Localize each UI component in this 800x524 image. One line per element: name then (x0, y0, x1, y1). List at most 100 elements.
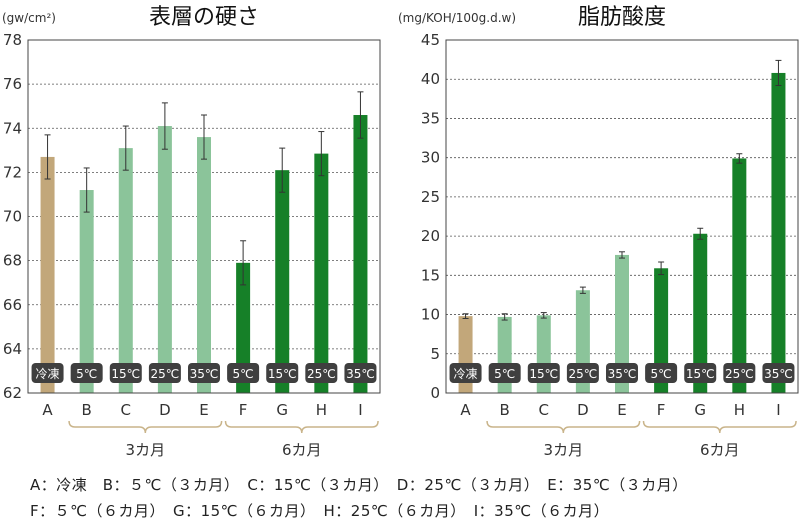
bar-label: 25℃ (307, 367, 336, 381)
bar-label: 5℃ (651, 367, 672, 381)
bar-label: 5℃ (494, 367, 515, 381)
bar-label-box (70, 363, 103, 383)
x-tick-label: G (276, 401, 288, 419)
bar-G (693, 233, 708, 393)
charts-canvas: 表層の硬さ (gw/cm²) 62 64 66 68 70 72 74 76 78 冷凍 A 5℃ B 15℃… (2, 5, 799, 459)
x-tick-label: B (82, 401, 92, 419)
y-unit-label: (gw/cm²) (2, 11, 56, 25)
bar-label-box (188, 363, 220, 383)
plot-frame (445, 39, 799, 394)
bar-I (353, 115, 368, 393)
bar-label: 5℃ (76, 367, 97, 381)
bar-E (615, 254, 629, 393)
bar-label-box (606, 363, 638, 383)
bar-label: 35℃ (346, 367, 375, 381)
bar-label-box (266, 363, 299, 383)
group-bracket (642, 420, 797, 434)
bar-D (157, 126, 172, 393)
y-tick-label: 70 (3, 208, 22, 226)
y-tick-label: 15 (421, 266, 440, 284)
x-tick-label: E (199, 401, 208, 419)
bar-label: 25℃ (151, 367, 180, 381)
bar-label-box (527, 363, 560, 383)
bar-label: 35℃ (190, 367, 219, 381)
bar-label: 冷凍 (454, 367, 478, 381)
y-tick-label: 68 (3, 252, 22, 270)
legend-line-2: F：５℃（６カ月） G：15℃（６カ月） H：25℃（６カ月） I：35℃（６カ… (30, 502, 610, 520)
bar-label-box (723, 363, 756, 383)
bar-C (118, 148, 133, 393)
bar-label-box (449, 363, 482, 383)
chart-title: 脂肪酸度 (578, 5, 666, 30)
bar-label: 冷凍 (36, 367, 60, 381)
chart-title: 表層の硬さ (149, 5, 259, 30)
x-tick-label: C (539, 401, 549, 419)
chart-2: 脂肪酸度 (mg/KOH/100g.d.w) 0 5 10 15 20 25 30 35 40 45 冷… (398, 5, 799, 459)
group-label: 3カ月 (126, 441, 166, 459)
bar-label-box (148, 363, 181, 383)
chart-1: 表層の硬さ (gw/cm²) 62 64 66 68 70 72 74 76 78 冷凍 A 5℃ B 15℃… (2, 5, 381, 459)
x-tick-label: E (617, 401, 626, 419)
bar-label-box (645, 363, 678, 383)
y-tick-label: 35 (421, 109, 440, 127)
x-tick-label: F (239, 401, 248, 419)
y-tick-label: 5 (430, 345, 440, 363)
bar-label-box (488, 363, 521, 383)
x-tick-label: B (500, 401, 510, 419)
bar-A (40, 156, 55, 393)
y-tick-label: 74 (3, 119, 22, 137)
group-label: 6カ月 (282, 441, 322, 459)
y-tick-label: 66 (3, 296, 22, 314)
bar-E (197, 137, 211, 393)
bar-label: 15℃ (111, 367, 140, 381)
y-tick-label: 64 (3, 340, 22, 358)
y-tick-label: 20 (421, 227, 440, 245)
x-tick-label: I (358, 401, 362, 419)
bar-label-box (31, 363, 64, 383)
bar-label: 35℃ (764, 367, 793, 381)
bar-label-box (227, 363, 260, 383)
x-tick-label: A (460, 401, 471, 419)
x-tick-label: H (316, 401, 327, 419)
bar-G (275, 170, 290, 393)
x-tick-label: D (159, 401, 171, 419)
group-bracket (68, 420, 223, 434)
x-tick-label: F (657, 401, 666, 419)
bar-label: 15℃ (686, 367, 715, 381)
y-tick-label: 0 (430, 384, 440, 402)
x-tick-label: I (776, 401, 780, 419)
y-tick-label: 45 (421, 31, 440, 49)
x-tick-label: D (577, 401, 589, 419)
bar-H (732, 158, 747, 393)
x-tick-label: C (121, 401, 131, 419)
bar-label-box (566, 363, 599, 383)
bar-label: 25℃ (725, 367, 754, 381)
bar-label: 35℃ (608, 367, 637, 381)
x-tick-label: G (694, 401, 706, 419)
y-tick-label: 78 (3, 31, 22, 49)
y-tick-label: 72 (3, 163, 22, 181)
group-bracket (486, 420, 641, 434)
bar-B (79, 190, 94, 393)
group-label: 3カ月 (544, 441, 584, 459)
bar-label: 15℃ (268, 367, 297, 381)
bar-label-box (684, 363, 717, 383)
bar-label-box (305, 363, 338, 383)
bar-label: 15℃ (529, 367, 558, 381)
bar-label-box (344, 363, 377, 383)
bar-label: 5℃ (233, 367, 254, 381)
x-tick-label: A (42, 401, 53, 419)
y-tick-label: 30 (421, 149, 440, 167)
bar-label-box (109, 363, 142, 383)
y-tick-label: 62 (3, 384, 22, 402)
plot-frame (27, 39, 381, 394)
legend-line-1: A：冷凍 B：５℃（３カ月） C：15℃（３カ月） D：25℃（３カ月） E：3… (30, 476, 688, 494)
bar-I (771, 72, 786, 394)
bar-label-box (762, 363, 795, 383)
group-label: 6カ月 (700, 441, 740, 459)
y-unit-label: (mg/KOH/100g.d.w) (398, 11, 516, 25)
bar-F (654, 268, 669, 393)
y-tick-label: 40 (421, 70, 440, 88)
x-tick-label: H (734, 401, 745, 419)
